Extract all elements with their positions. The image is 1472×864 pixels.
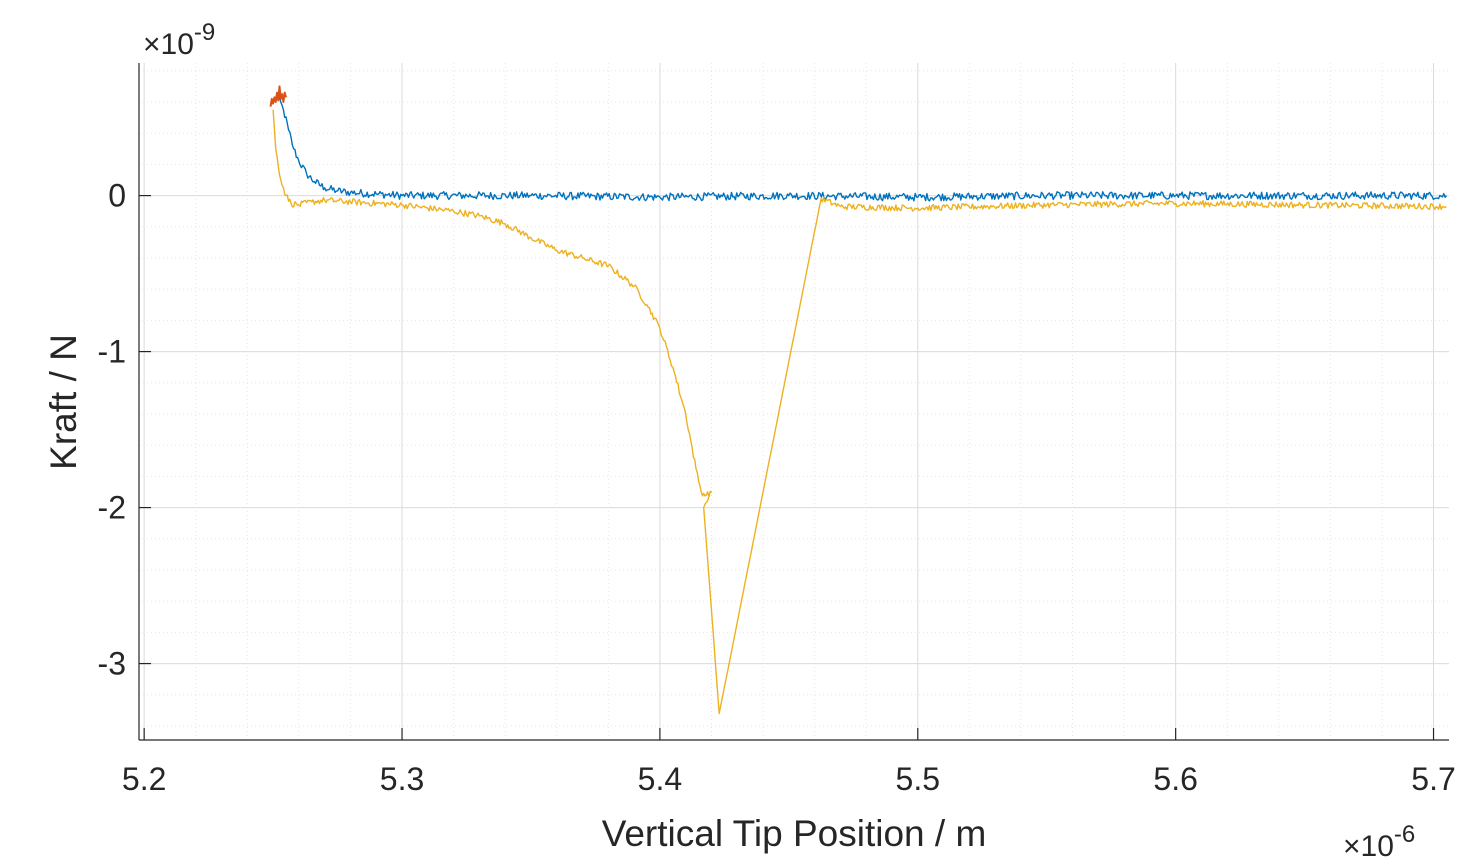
y-tick-label: 0 <box>108 178 126 214</box>
axes <box>138 63 1449 741</box>
y-tick-labels: 0 -1 -2 -3 <box>98 178 126 682</box>
series-line-2 <box>272 109 1447 715</box>
y-axis-label: Kraft / N <box>43 334 84 470</box>
x-tick-label: 5.4 <box>638 761 682 797</box>
y-tick-label: -3 <box>98 646 126 682</box>
series-line-1 <box>272 95 1447 202</box>
y-tick-label: -1 <box>98 334 126 370</box>
x-exponent-power: -6 <box>1394 821 1415 848</box>
x-axis-label: Vertical Tip Position / m <box>602 813 987 854</box>
y-exponent-base: ×10 <box>143 28 194 61</box>
y-exponent-label: ×10-9 <box>143 19 215 61</box>
x-tick-labels: 5.2 5.3 5.4 5.5 5.6 5.7 <box>122 761 1456 797</box>
x-tick-label: 5.3 <box>380 761 424 797</box>
series-line-3 <box>269 85 287 107</box>
y-tick-label: -2 <box>98 490 126 526</box>
x-exponent-label: ×10-6 <box>1343 821 1415 863</box>
series-layer <box>269 85 1447 715</box>
x-tick-label: 5.2 <box>122 761 166 797</box>
major-grid <box>139 63 1449 740</box>
x-tick-label: 5.6 <box>1153 761 1197 797</box>
x-exponent-base: ×10 <box>1343 830 1394 863</box>
y-exponent-power: -9 <box>194 19 215 46</box>
minor-grid <box>139 63 1449 740</box>
x-tick-label: 5.5 <box>896 761 940 797</box>
x-tick-label: 5.7 <box>1411 761 1455 797</box>
